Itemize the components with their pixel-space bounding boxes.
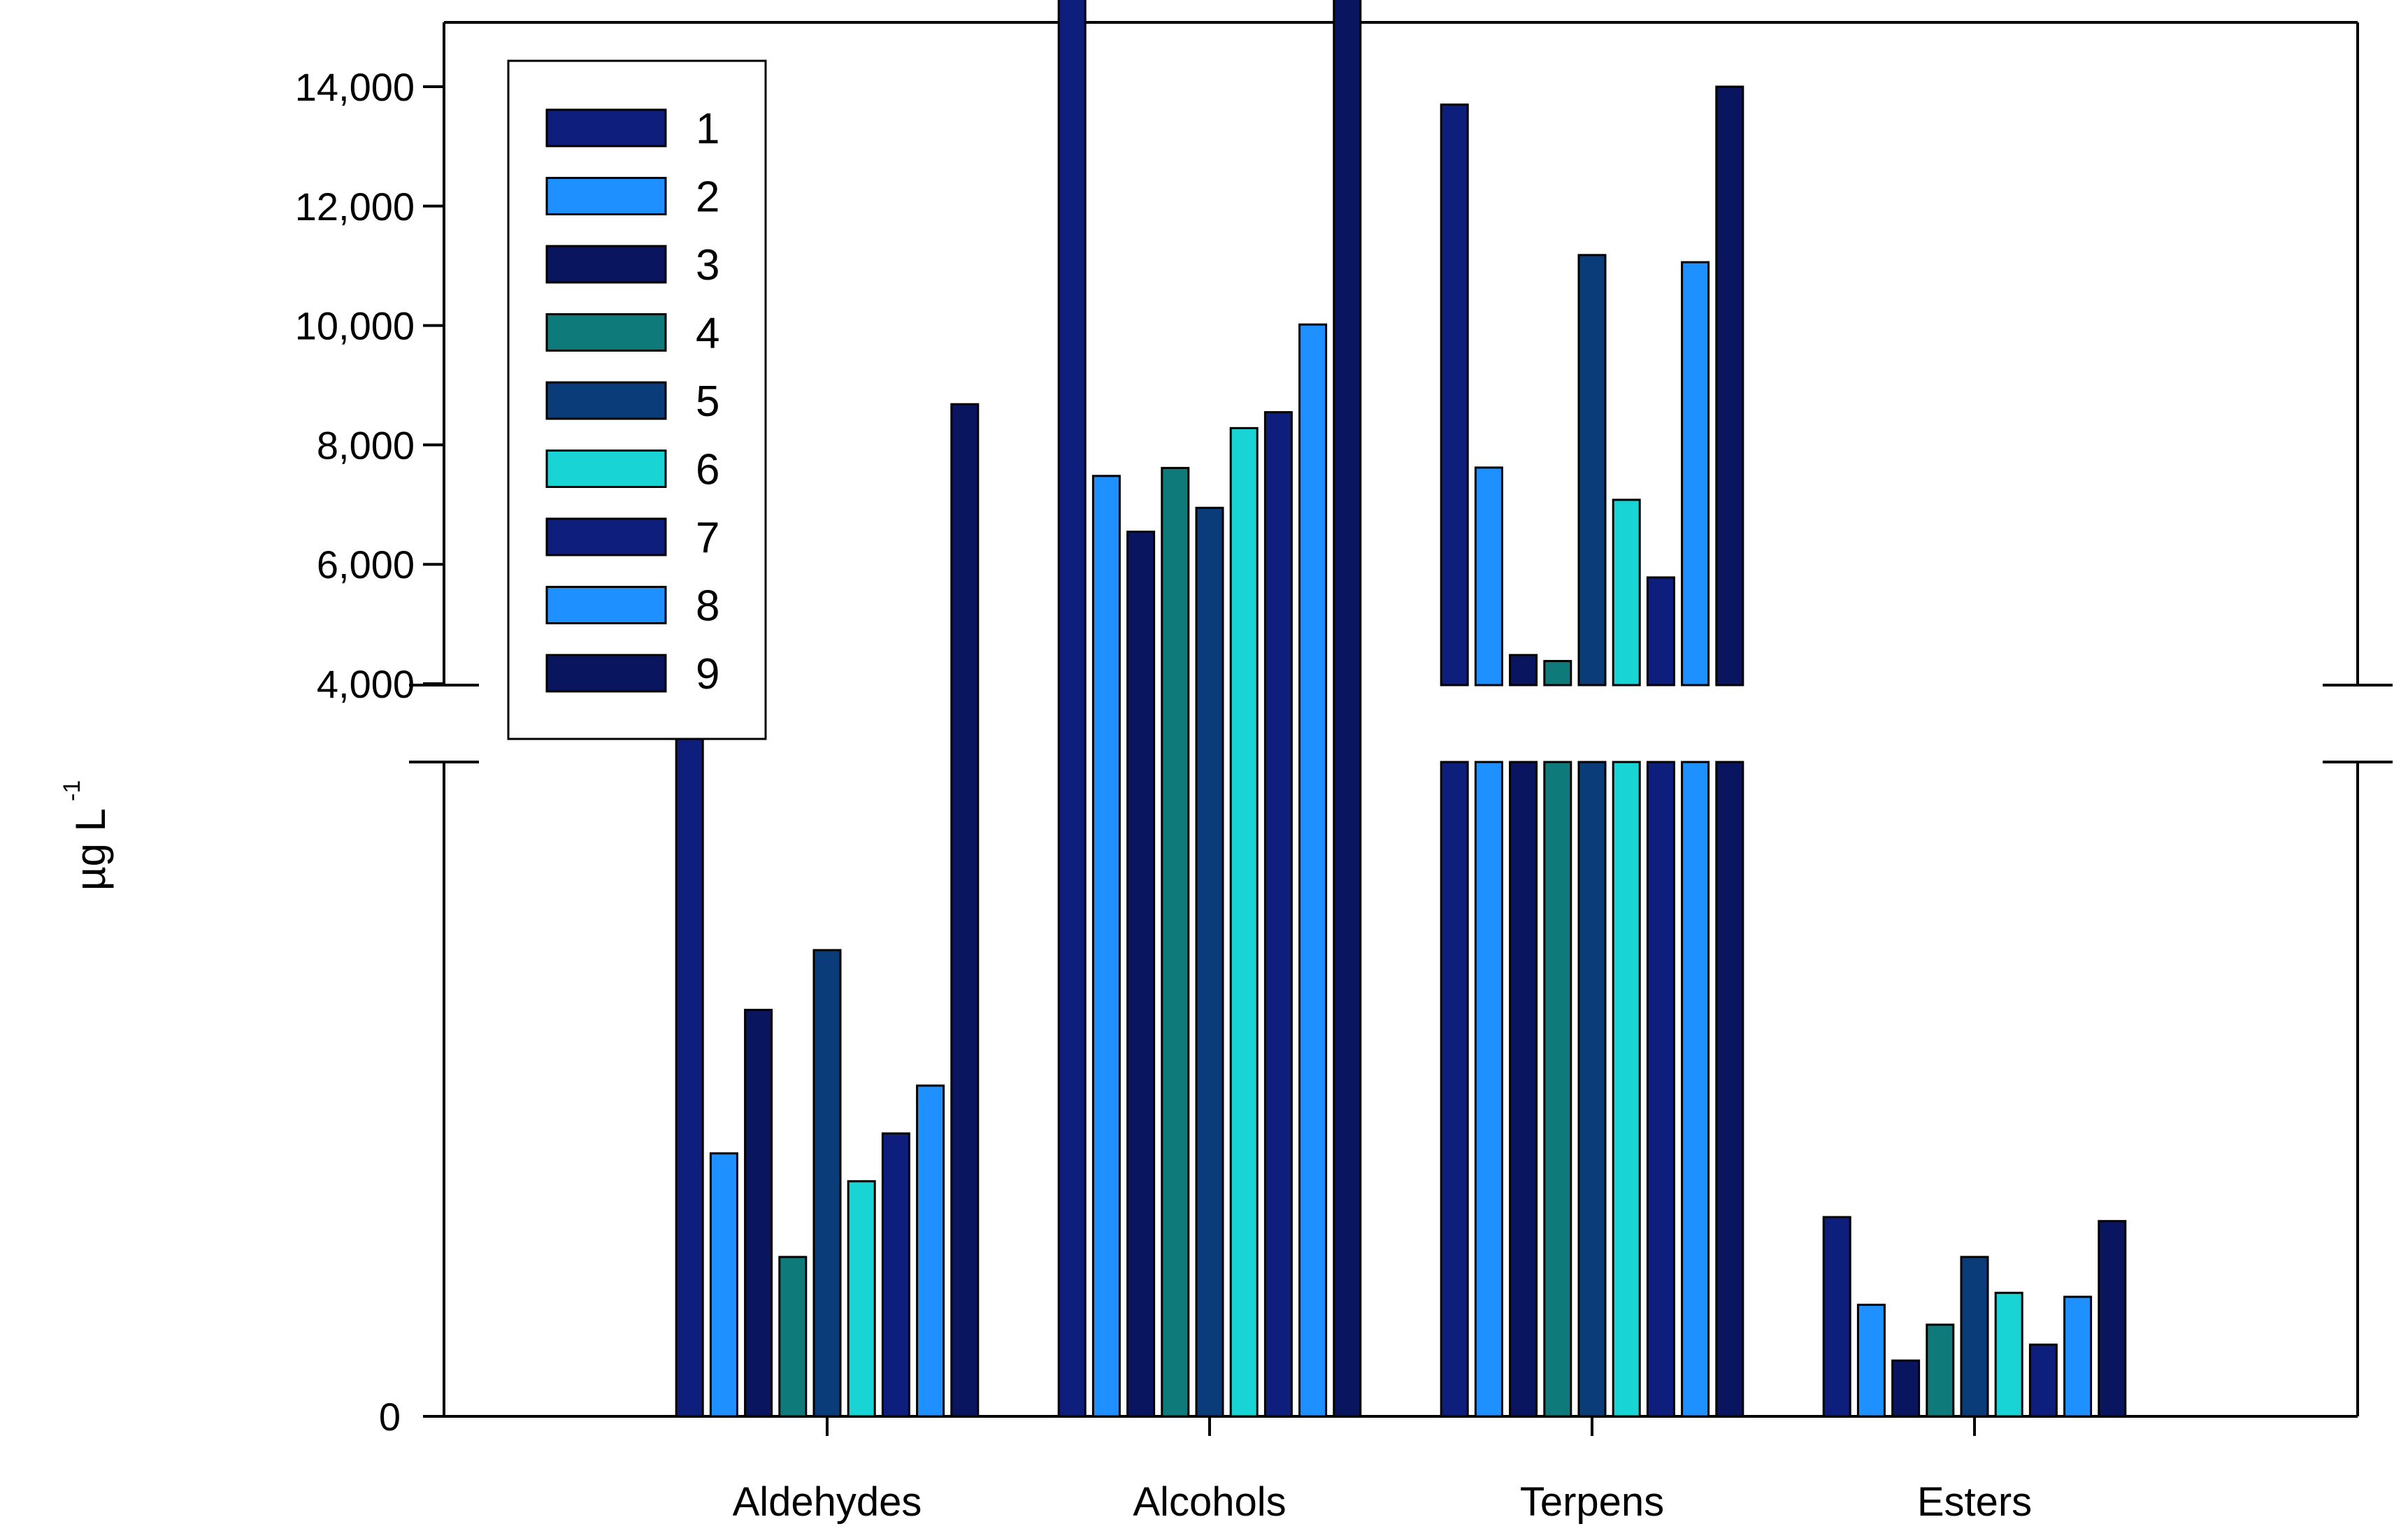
bar-esters-series-2 [1856, 1303, 1886, 1418]
y-axis: 4,000 6,000 8,000 10,000 12,000 14,000 0 [295, 65, 444, 1439]
y-tick-label: 4,000 [317, 662, 415, 706]
legend-label-6: 6 [696, 446, 719, 494]
legend-label-4: 4 [696, 310, 719, 358]
bar-alcohols-series-3 [1126, 531, 1156, 1418]
bar-terpens-series-6-upper [1612, 498, 1641, 687]
bar-terpens-series-9-lower [1715, 761, 1744, 1418]
bar-esters-series-5 [1960, 1256, 1989, 1418]
bar-esters-series-1 [1822, 1216, 1851, 1418]
bar-esters-series-3 [1891, 1359, 1921, 1418]
legend-swatch-6 [545, 450, 667, 488]
bar-alcohols-series-4 [1161, 466, 1190, 1418]
bar-aldehydes-series-2 [709, 1152, 738, 1418]
legend-swatch-5 [545, 381, 667, 420]
bar-terpens-series-2-lower [1474, 761, 1503, 1418]
bar-esters-series-9 [2098, 1220, 2127, 1418]
legend-swatch-2 [545, 177, 667, 215]
legend-swatch-3 [545, 245, 667, 284]
bar-terpens-series-8-lower [1681, 761, 1710, 1418]
legend-swatch-8 [545, 586, 667, 624]
legend-label-5: 5 [696, 378, 719, 426]
bar-aldehydes-series-6 [847, 1180, 876, 1418]
bar-terpens-series-7-upper [1646, 576, 1675, 687]
bar-terpens-series-4-lower [1543, 761, 1572, 1418]
legend-label-9: 9 [696, 650, 719, 698]
y-axis-label-base: µg L [67, 808, 114, 891]
y-axis-label-superscript: -1 [59, 780, 85, 801]
bar-esters-series-4 [1926, 1323, 1955, 1418]
bar-terpens-series-8-upper [1681, 261, 1710, 687]
bar-esters-series-8 [2063, 1295, 2093, 1418]
y-axis-label: µg L -1 [59, 780, 114, 891]
bar-alcohols-series-2 [1091, 475, 1121, 1418]
bar-terpens-series-9-upper [1715, 85, 1744, 687]
y-tick-label: 14,000 [295, 65, 415, 109]
x-axis: Aldehydes Alcohols Terpens Esters [733, 1416, 2032, 1525]
bar-aldehydes-series-8 [916, 1084, 945, 1418]
bar-aldehydes-series-4 [778, 1256, 808, 1418]
bar-alcohols-series-8 [1298, 323, 1328, 1418]
bar-terpens-series-7-lower [1646, 761, 1675, 1418]
bar-terpens-series-3-upper [1509, 654, 1538, 687]
y-tick-label: 6,000 [317, 542, 415, 587]
y-tick-label: 8,000 [317, 423, 415, 467]
bar-alcohols-series-1 [1057, 0, 1087, 1418]
y-tick-label: 0 [379, 1395, 401, 1439]
legend-label-3: 3 [696, 241, 719, 289]
bar-terpens-series-4-upper [1543, 660, 1572, 687]
bar-aldehydes-series-7 [881, 1132, 910, 1418]
bar-terpens-series-1-upper [1440, 103, 1469, 687]
bar-terpens-series-1-lower [1440, 761, 1469, 1418]
bar-esters-series-6 [1994, 1291, 2023, 1418]
legend-swatch-9 [545, 654, 667, 693]
bar-terpens-series-2-upper [1474, 466, 1503, 687]
y-tick-label: 12,000 [295, 185, 415, 229]
bar-terpens-series-5-lower [1577, 761, 1607, 1418]
bar-aldehydes-series-9 [950, 403, 980, 1418]
legend-swatch-1 [545, 108, 667, 148]
bar-terpens-series-6-lower [1612, 761, 1641, 1418]
bar-alcohols-series-5 [1195, 506, 1224, 1418]
bar-aldehydes-series-3 [744, 1009, 773, 1418]
x-tick-label-alcohols: Alcohols [1133, 1479, 1286, 1525]
legend-label-1: 1 [696, 105, 719, 153]
legend: 1 2 3 4 5 6 7 8 9 [507, 59, 767, 740]
bar-alcohols-series-7 [1263, 411, 1293, 1418]
legend-swatch-4 [545, 313, 667, 352]
bar-terpens-series-5-upper [1577, 254, 1607, 687]
bar-layer [675, 0, 2127, 1418]
bar-terpens-series-3-lower [1509, 761, 1538, 1418]
bar-aldehydes-series-5 [812, 949, 842, 1418]
legend-label-7: 7 [696, 514, 719, 562]
bar-alcohols-series-9 [1333, 0, 1362, 1418]
x-tick-label-aldehydes: Aldehydes [733, 1479, 922, 1525]
y-tick-label: 10,000 [295, 304, 415, 348]
x-tick-label-terpens: Terpens [1520, 1479, 1664, 1525]
bar-esters-series-7 [2028, 1343, 2058, 1418]
bar-alcohols-series-6 [1229, 426, 1259, 1418]
legend-label-8: 8 [696, 582, 719, 631]
legend-swatch-7 [545, 517, 667, 556]
legend-label-2: 2 [696, 173, 719, 222]
x-tick-label-esters: Esters [1917, 1479, 2032, 1525]
